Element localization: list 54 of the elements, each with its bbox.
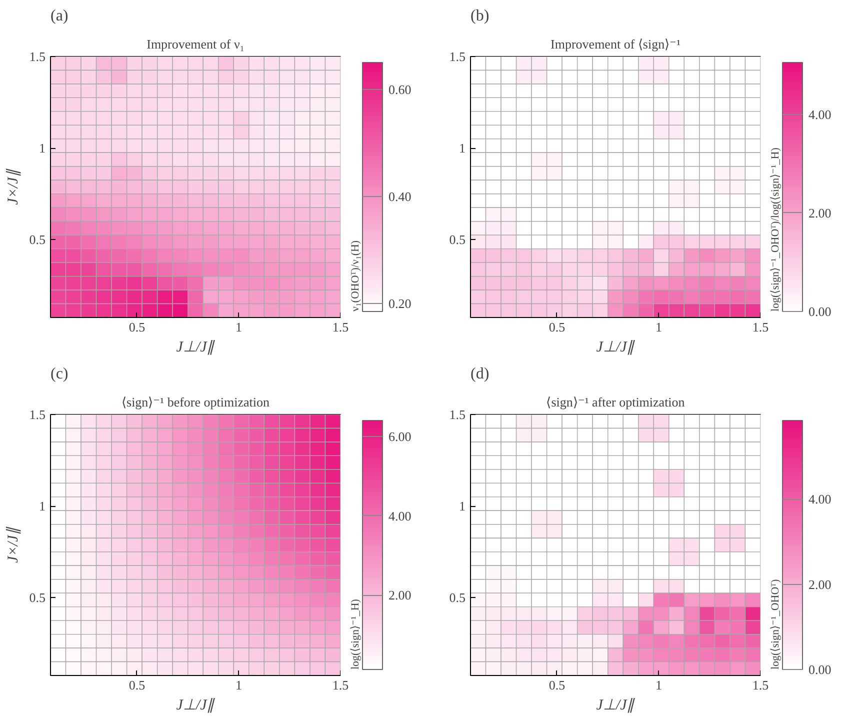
- color-bar-title: log(⟨sign⟩⁻¹_OHOᵀ)/log(⟨sign⟩⁻¹_H): [770, 147, 782, 312]
- color-bar-label: 2.00: [808, 576, 832, 592]
- x-tick-label: 0.5: [548, 320, 566, 334]
- color-bar-title: log(⟨sign⟩⁻¹_H): [350, 598, 362, 670]
- y-tick-label: 1: [39, 498, 46, 514]
- color-bar-label: 0.20: [388, 296, 412, 311]
- color-bar-label: 4.00: [388, 508, 412, 524]
- y-tick-label: 1.5: [29, 407, 46, 422]
- chart-title: Improvement of ν₁: [146, 36, 244, 52]
- y-tick-label: 1: [39, 140, 46, 156]
- color-bar-label: 2.00: [388, 588, 412, 603]
- color-bar-title: ν₁(OHOᵀ)/ν₁(H): [350, 240, 362, 312]
- x-tick-label: 0.5: [128, 320, 146, 334]
- color-bar-label: 0.00: [808, 304, 832, 319]
- x-axis-title: J⊥/J∥: [176, 340, 216, 356]
- text: (d): [470, 366, 490, 382]
- x-tick-label: 1: [235, 678, 242, 692]
- x-axis-title: J⊥/J∥: [176, 698, 216, 714]
- x-tick-label: 0.5: [128, 678, 146, 692]
- x-tick-label: 1.5: [752, 320, 769, 334]
- x-tick-label: 1: [655, 320, 662, 334]
- color-bar-label: 6.00: [388, 428, 412, 444]
- x-axis-title: J⊥/J∥: [596, 340, 636, 356]
- x-tick-label: 1.5: [332, 320, 349, 334]
- text: (c): [50, 366, 68, 382]
- y-tick-label: 0.5: [29, 590, 46, 606]
- color-bar-label: 0.60: [388, 82, 412, 97]
- color-bar-label: 2.00: [808, 205, 832, 220]
- x-tick-label: 1.5: [752, 678, 769, 692]
- x-tick-label: 1: [235, 320, 242, 334]
- chart-title: ⟨sign⟩⁻¹ after optimization: [546, 394, 686, 410]
- y-tick-label: 1.5: [29, 49, 46, 64]
- color-bar-label: 0.40: [388, 188, 412, 204]
- y-tick-label: 0.5: [29, 232, 46, 248]
- x-tick-label: 1: [655, 678, 662, 692]
- x-tick-label: 1.5: [332, 678, 349, 692]
- color-bar-label: 4.00: [808, 106, 832, 122]
- text: (b): [470, 8, 490, 24]
- x-tick-label: 0.5: [548, 678, 566, 692]
- color-bar-title: log(⟨sign⟩⁻¹_OHOᵀ): [770, 578, 782, 670]
- y-tick-label: 1.5: [449, 49, 466, 64]
- color-bar-label: 4.00: [808, 492, 832, 507]
- y-tick-label: 0.5: [449, 590, 466, 606]
- chart-title: Improvement of ⟨sign⟩⁻¹: [550, 36, 681, 52]
- y-tick-label: 1.5: [449, 407, 466, 422]
- y-axis-title: J×/J∥: [5, 168, 22, 205]
- color-bar-label: 0.00: [808, 662, 832, 677]
- chart-title: ⟨sign⟩⁻¹ before optimization: [122, 394, 270, 410]
- text: (a): [50, 8, 68, 24]
- x-axis-title: J⊥/J∥: [596, 698, 636, 714]
- y-axis-title: J×/J∥: [5, 526, 22, 563]
- y-tick-label: 1: [459, 140, 466, 156]
- y-tick-label: 1: [459, 498, 466, 514]
- y-tick-label: 0.5: [449, 232, 466, 248]
